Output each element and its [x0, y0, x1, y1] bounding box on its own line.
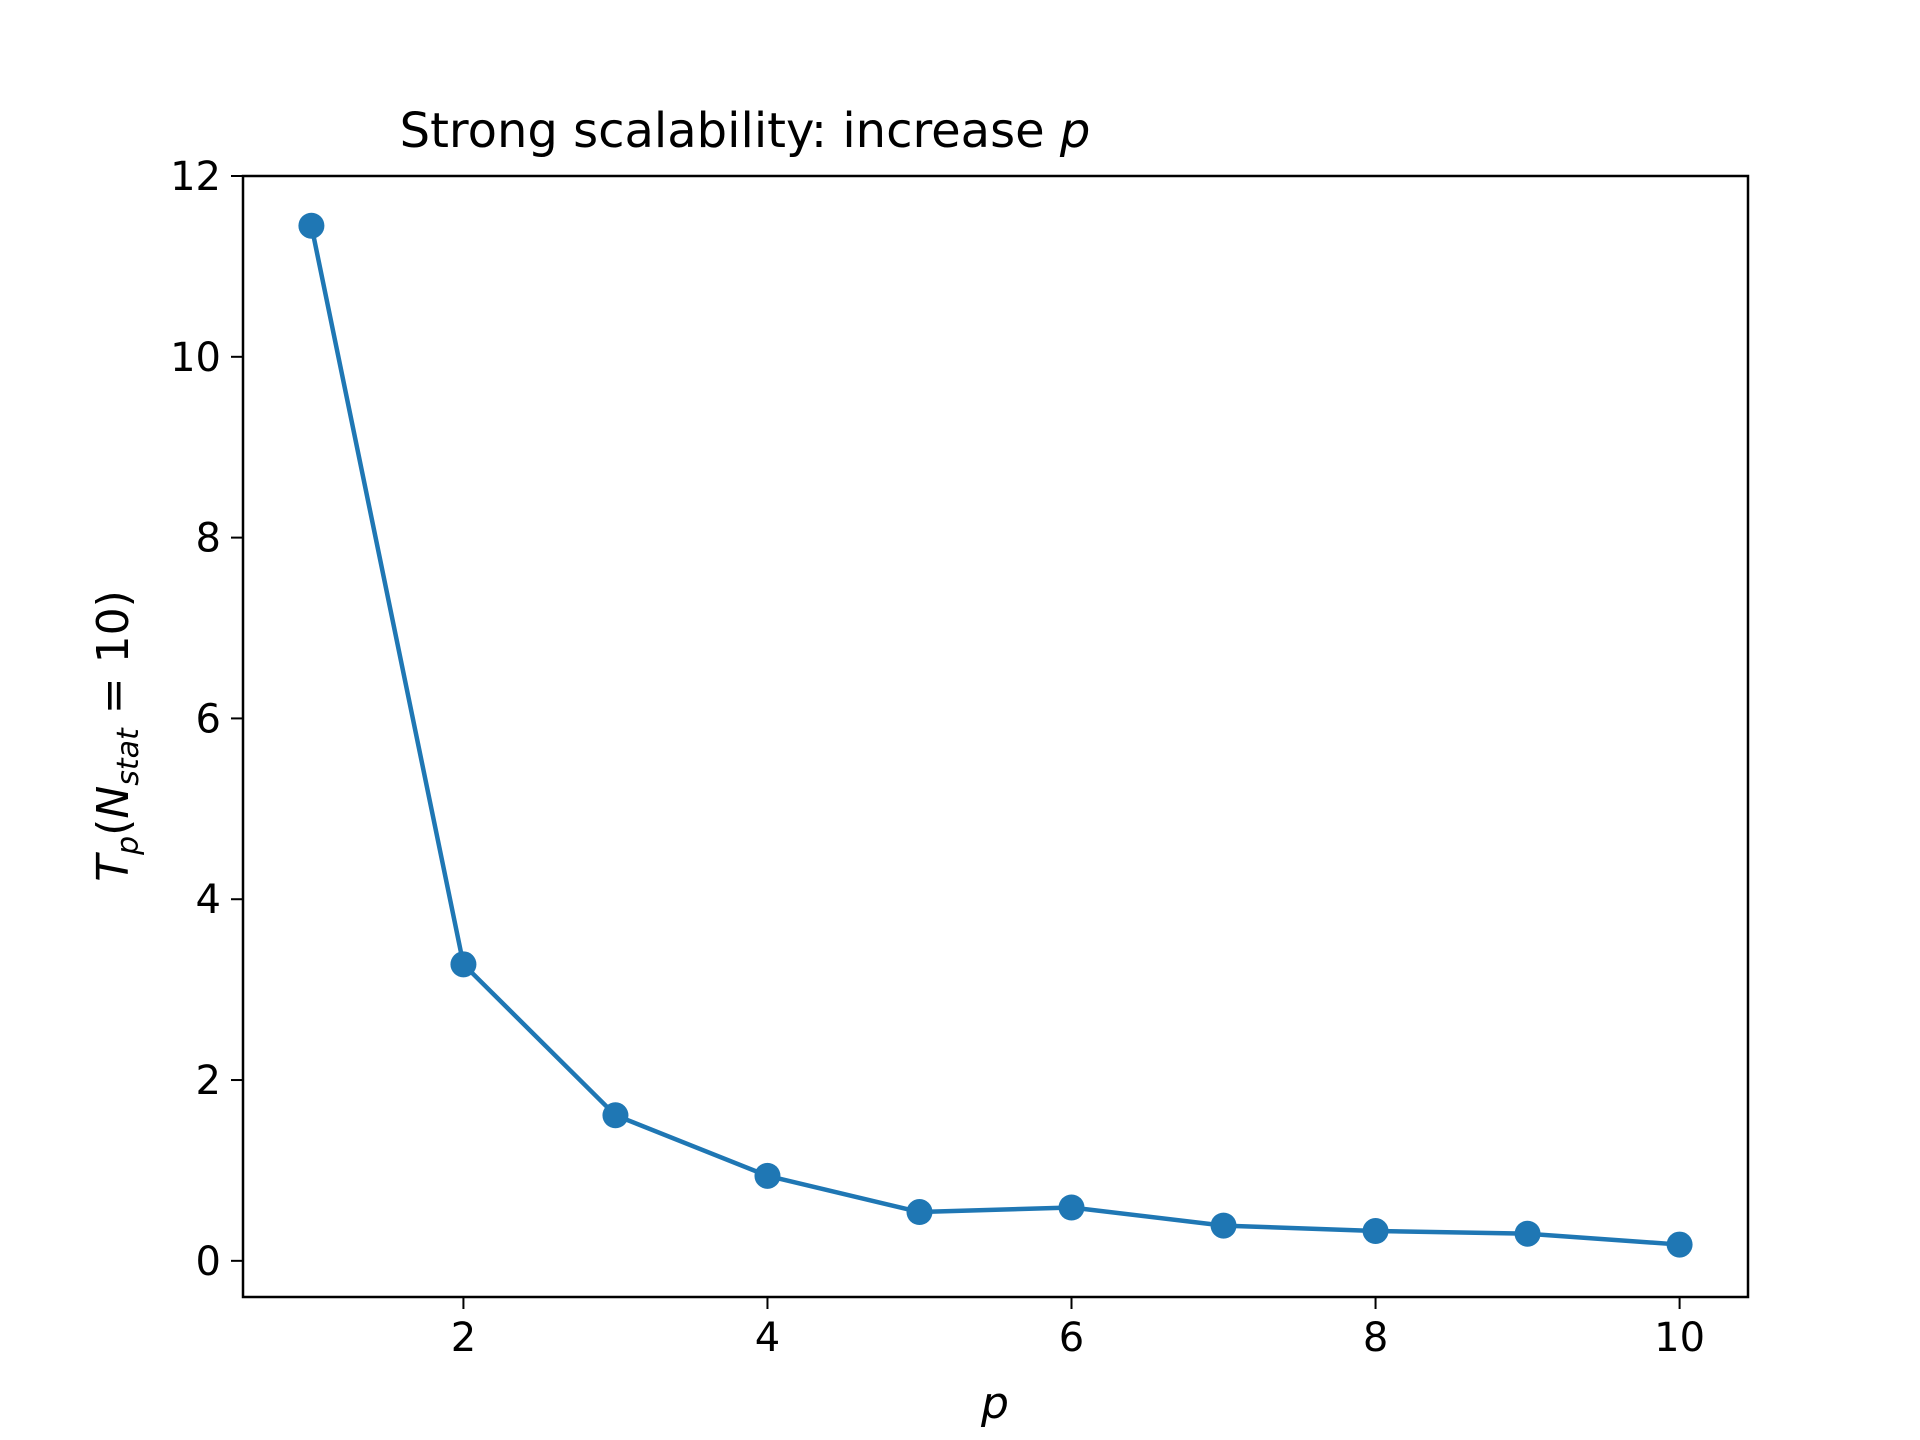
series-line — [309, 225, 1680, 1247]
data-point — [1514, 1220, 1541, 1247]
x-axis-label: p — [980, 1378, 1009, 1429]
x-tick-label: 8 — [1363, 1315, 1388, 1361]
y-tick-label: 6 — [196, 696, 221, 742]
data-point — [450, 951, 477, 978]
y-tick-label: 2 — [196, 1058, 221, 1104]
y-tick-label: 10 — [170, 335, 221, 381]
plot-area-frame — [241, 174, 1750, 1299]
x-tick-label: 2 — [451, 1315, 476, 1361]
data-point — [906, 1199, 933, 1226]
y-tick-label: 12 — [170, 154, 221, 200]
chart-title: Strong scalability: increase p — [400, 103, 1091, 159]
data-point — [1210, 1212, 1237, 1239]
axis-ticks: 2 4 6 8 10 0 2 4 6 8 10 12 — [170, 154, 1705, 1361]
data-point — [1362, 1218, 1389, 1245]
y-tick-label: 0 — [196, 1239, 221, 1285]
data-point — [1058, 1194, 1085, 1221]
x-tick-label: 4 — [755, 1315, 780, 1361]
y-tick-label: 4 — [196, 877, 221, 923]
y-tick-label: 8 — [196, 516, 221, 562]
data-point — [1666, 1231, 1693, 1258]
data-point — [754, 1162, 781, 1189]
x-tick-label: 6 — [1059, 1315, 1084, 1361]
data-series — [298, 212, 1693, 1258]
data-point — [298, 212, 325, 239]
x-tick-label: 10 — [1654, 1315, 1705, 1361]
data-point — [602, 1102, 629, 1129]
y-axis-label: Tp(Nstat = 10) — [88, 590, 146, 882]
